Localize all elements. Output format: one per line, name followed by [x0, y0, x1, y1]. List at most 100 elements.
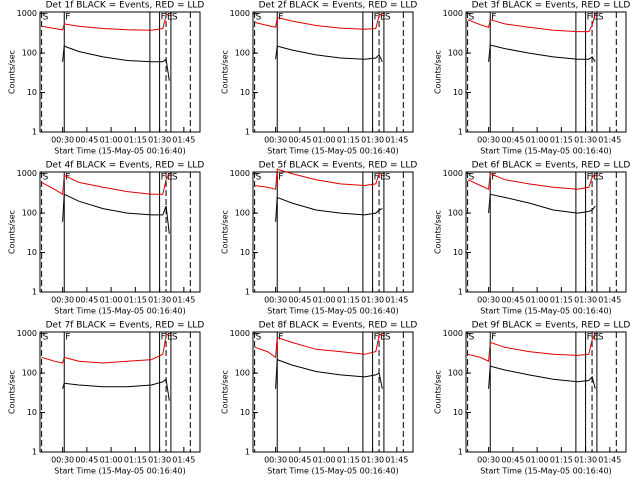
y-tick-label: 1000: [443, 169, 463, 178]
y-axis-label: Counts/sec: [221, 50, 230, 94]
y-tick-label: 100: [235, 209, 250, 218]
plot-frame: [465, 171, 627, 293]
panel: Det 3f BLACK = Events, RED = LLD Counts/s…: [434, 1, 631, 156]
x-tick-label: 00:45: [501, 296, 524, 305]
x-tick-label: 00:45: [75, 456, 98, 465]
series-line: [41, 173, 170, 196]
y-tick-label: 1: [245, 128, 250, 137]
series-line: [275, 358, 383, 389]
y-tick-label: 1000: [17, 9, 37, 18]
x-tick-label: 00:45: [75, 296, 98, 305]
event-label: S: [172, 13, 178, 23]
event-label: F: [491, 13, 496, 23]
plot-frame: [465, 331, 627, 453]
event-label: S: [385, 13, 391, 23]
x-axis-label: Start Time (15-May-05 00:16:40): [480, 467, 611, 476]
plot-frame: [252, 11, 414, 133]
y-tick-label: 100: [448, 369, 463, 378]
chart-title: Det 4f BLACK = Events, RED = LLD: [46, 161, 205, 171]
x-tick-label: 01:30: [361, 296, 384, 305]
y-tick-label: 1000: [443, 9, 463, 18]
x-tick-label: 01:15: [337, 456, 360, 465]
x-tick-label: 01:45: [598, 296, 621, 305]
x-tick-label: 01:15: [337, 136, 360, 145]
y-tick-label: 1000: [17, 169, 37, 178]
panel: Det 6f BLACK = Events, RED = LLD Counts/s…: [434, 161, 631, 316]
x-axis-label: Start Time (15-May-05 00:16:40): [54, 467, 185, 476]
y-tick-label: 100: [448, 49, 463, 58]
y-axis-label: Counts/sec: [8, 50, 17, 94]
x-tick-label: 01:45: [385, 296, 408, 305]
y-tick-label: 100: [448, 209, 463, 218]
x-tick-label: 00:30: [477, 136, 500, 145]
chart-title: Det 5f BLACK = Events, RED = LLD: [259, 161, 418, 171]
event-label: S: [598, 333, 604, 343]
x-tick-label: 00:45: [501, 456, 524, 465]
x-tick-label: 01:00: [313, 456, 336, 465]
chart-title: Det 8f BLACK = Events, RED = LLD: [259, 321, 418, 331]
event-label: F: [374, 333, 379, 343]
event-label: E: [593, 13, 599, 23]
y-tick-label: 10: [240, 408, 250, 417]
x-tick-label: 01:00: [526, 456, 549, 465]
event-label: F: [278, 13, 283, 23]
event-label: E: [380, 333, 386, 343]
event-label: F: [65, 333, 70, 343]
y-tick-label: 1: [245, 448, 250, 457]
x-tick-label: 01:45: [172, 456, 195, 465]
event-label: F: [278, 173, 283, 183]
y-tick-label: 10: [453, 408, 463, 417]
event-label: E: [167, 173, 173, 183]
x-tick-label: 00:45: [288, 296, 311, 305]
x-tick-label: 01:15: [124, 296, 147, 305]
chart-title: Det 2f BLACK = Events, RED = LLD: [259, 1, 418, 11]
event-label: F: [278, 333, 283, 343]
x-tick-label: 01:45: [598, 136, 621, 145]
series-line: [467, 13, 596, 33]
plot-frame: [252, 331, 414, 453]
x-tick-label: 01:15: [124, 456, 147, 465]
panel: Det 5f BLACK = Events, RED = LLD Counts/s…: [221, 161, 418, 316]
x-tick-label: 01:30: [361, 136, 384, 145]
event-label: E: [167, 333, 173, 343]
event-label: S: [469, 173, 475, 183]
y-axis-label: Counts/sec: [434, 50, 443, 94]
event-label: S: [385, 333, 391, 343]
plot-frame: [39, 331, 201, 453]
x-tick-label: 01:00: [100, 296, 123, 305]
event-label: S: [172, 173, 178, 183]
y-tick-label: 1: [32, 448, 37, 457]
x-tick-label: 00:30: [264, 456, 287, 465]
y-tick-label: 1000: [443, 329, 463, 338]
y-tick-label: 10: [240, 248, 250, 257]
plot-frame: [252, 171, 414, 293]
y-tick-label: 10: [27, 88, 37, 97]
event-label: E: [380, 173, 386, 183]
x-axis-label: Start Time (15-May-05 00:16:40): [267, 467, 398, 476]
series-line: [62, 45, 170, 81]
series-line: [62, 378, 170, 401]
panel: Det 7f BLACK = Events, RED = LLD Counts/s…: [8, 321, 205, 476]
y-tick-label: 1: [458, 128, 463, 137]
x-axis-label: Start Time (15-May-05 00:16:40): [54, 147, 185, 156]
series-line: [254, 13, 383, 30]
series-line: [41, 13, 170, 31]
x-tick-label: 01:30: [361, 456, 384, 465]
x-tick-label: 00:30: [51, 456, 74, 465]
panel: Det 4f BLACK = Events, RED = LLD Counts/s…: [8, 161, 205, 316]
y-tick-label: 10: [453, 88, 463, 97]
y-tick-label: 10: [27, 408, 37, 417]
y-axis-label: Counts/sec: [8, 370, 17, 414]
x-axis-label: Start Time (15-May-05 00:16:40): [480, 147, 611, 156]
x-tick-label: 01:00: [100, 456, 123, 465]
plot-frame: [465, 11, 627, 133]
x-tick-label: 01:30: [574, 296, 597, 305]
y-tick-label: 100: [22, 49, 37, 58]
chart-title: Det 7f BLACK = Events, RED = LLD: [46, 321, 205, 331]
x-tick-label: 00:30: [477, 456, 500, 465]
x-tick-label: 00:45: [288, 456, 311, 465]
y-tick-label: 1000: [230, 329, 250, 338]
x-tick-label: 01:15: [124, 136, 147, 145]
y-tick-label: 10: [453, 248, 463, 257]
